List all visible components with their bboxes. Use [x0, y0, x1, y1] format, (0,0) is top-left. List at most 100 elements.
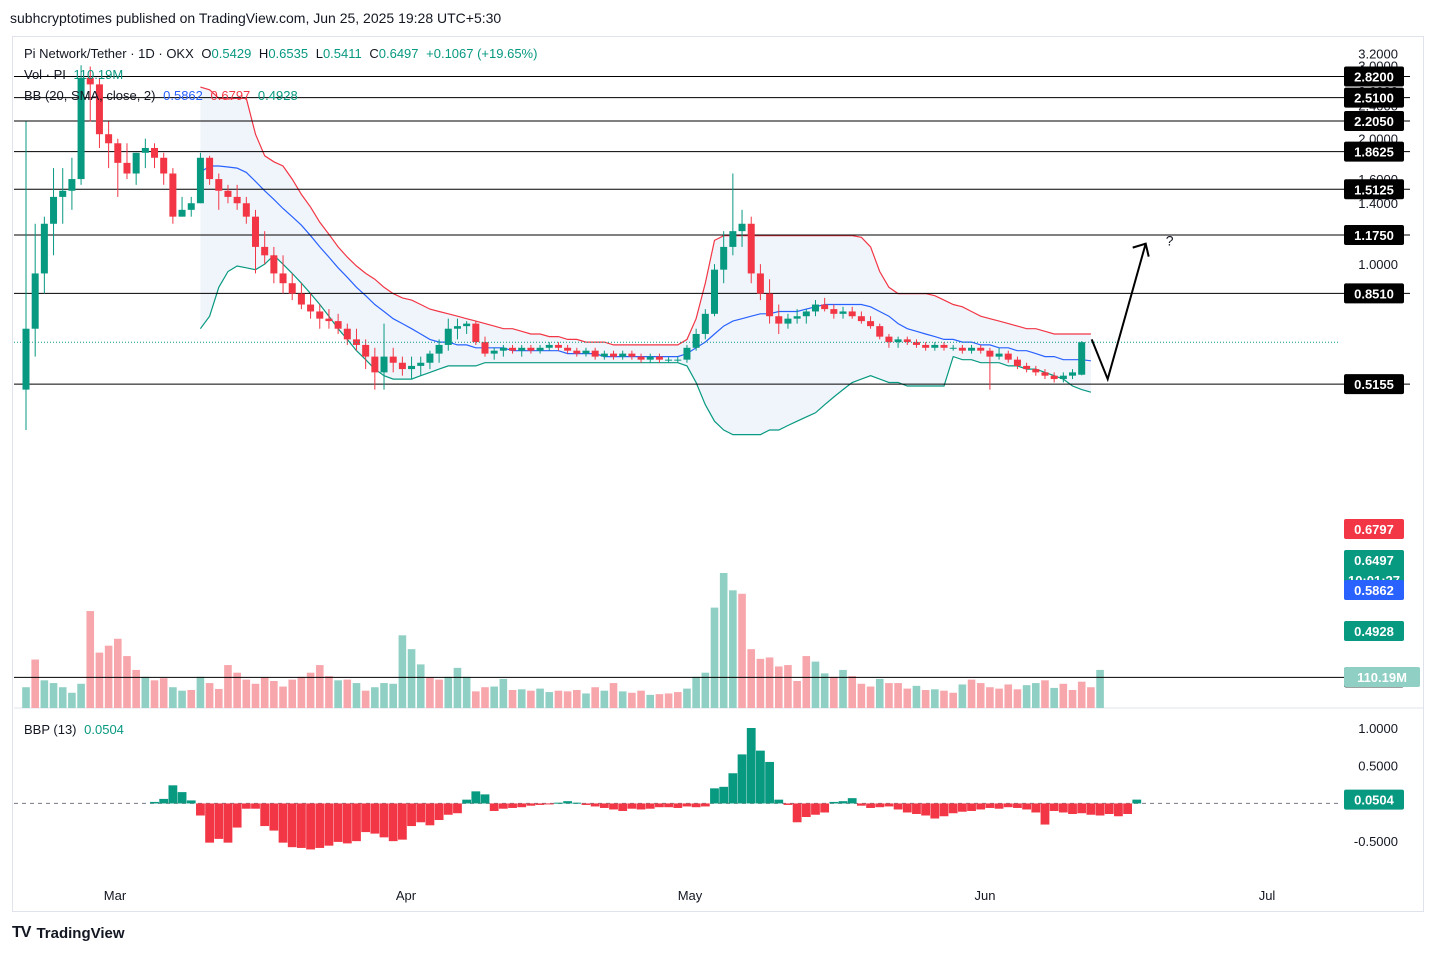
- bbp-bar: [1114, 803, 1123, 817]
- volume-bar: [380, 683, 388, 708]
- bbp-bar: [498, 803, 508, 809]
- candle-body: [178, 209, 186, 217]
- volume-bar: [912, 685, 921, 708]
- x-tick-label: May: [678, 888, 703, 903]
- legend-bb-label[interactable]: BB (20, SMA, close, 2): [24, 88, 156, 103]
- bbp-bar: [278, 803, 288, 843]
- volume-bar: [903, 688, 912, 708]
- volume-bar: [114, 638, 122, 708]
- volume-bar: [830, 676, 838, 708]
- candle-body: [435, 344, 443, 354]
- volume-bar: [582, 693, 590, 708]
- volume-bar: [563, 691, 572, 708]
- bbp-bar: [856, 803, 866, 806]
- volume-bar: [58, 687, 67, 708]
- legend-bbp-label[interactable]: BBP (13): [24, 722, 77, 737]
- volume-bar: [426, 677, 434, 708]
- volume-bar: [499, 678, 508, 708]
- bbp-bar: [232, 803, 242, 828]
- candle-body: [940, 344, 948, 348]
- legend-main: Pi Network/Tether · 1D · OKX O0.5429 H0.…: [24, 46, 541, 61]
- volume-bar: [279, 686, 287, 708]
- volume-bar: [517, 689, 526, 708]
- footer-brand[interactable]: TV TradingView: [12, 924, 125, 942]
- candle-body: [894, 339, 902, 343]
- forecast-arrow: [1090, 243, 1147, 383]
- volume-bar: [1068, 690, 1077, 708]
- bbp-bar: [967, 803, 976, 811]
- candle-body: [490, 350, 498, 354]
- bbp-bar: [820, 803, 830, 813]
- candle-body: [132, 152, 140, 174]
- candle-body: [362, 344, 370, 357]
- candle-body: [40, 223, 48, 274]
- candle-body: [141, 147, 149, 153]
- bbp-bar: [177, 792, 187, 804]
- level-price-tag-label: 0.5155: [1354, 377, 1394, 392]
- candle-body: [389, 356, 397, 363]
- legend-symbol[interactable]: Pi Network/Tether · 1D · OKX: [24, 46, 194, 61]
- candle-body: [95, 84, 103, 135]
- volume-bar: [251, 683, 260, 708]
- forecast-arrowhead-icon: [1132, 242, 1150, 257]
- candle-body: [242, 203, 250, 217]
- x-tick-label: Jun: [975, 888, 996, 903]
- candle-body: [683, 347, 691, 360]
- candle-body: [600, 353, 608, 357]
- bbp-bar: [581, 803, 591, 805]
- bbp-y-tick-label: 1.0000: [1358, 721, 1398, 736]
- bbp-bar: [1049, 803, 1059, 811]
- candle-body: [307, 304, 315, 312]
- bbp-bar: [700, 803, 710, 807]
- volume-bar: [774, 666, 783, 708]
- candle-body: [756, 273, 764, 294]
- bbp-bar: [884, 803, 894, 807]
- volume-bar: [894, 683, 902, 708]
- candle-body: [50, 196, 58, 224]
- bbp-bar: [370, 803, 380, 834]
- candle-body: [371, 356, 379, 373]
- level-price-tag: [1344, 283, 1404, 304]
- y-tick-label: 1.4000: [1358, 196, 1398, 211]
- bbp-bar: [902, 803, 912, 813]
- bbp-bar: [251, 803, 260, 809]
- level-price-tag: [1344, 179, 1404, 200]
- bbp-bar: [765, 761, 774, 804]
- chart-frame: [12, 36, 1424, 912]
- volume-bar: [931, 689, 939, 708]
- bbp-bar: [985, 803, 995, 808]
- volume-bar: [784, 665, 792, 708]
- volume-bar: [1041, 680, 1049, 708]
- legend-bb-lower: 0.4928: [257, 88, 298, 103]
- volume-bar: [986, 687, 994, 708]
- x-tick-label: Mar: [104, 888, 127, 903]
- candle-body: [206, 157, 214, 180]
- volume-bar: [132, 669, 140, 708]
- bbp-value-tag: [1344, 789, 1404, 810]
- indicator-price-tag: [1344, 667, 1420, 687]
- volume-bar: [1004, 684, 1013, 708]
- candle-body: [123, 162, 131, 174]
- level-price-tag: [1344, 141, 1404, 162]
- legend-volume-label[interactable]: Vol · PI: [24, 67, 66, 82]
- bbp-bar: [948, 803, 958, 814]
- bbp-bar: [416, 803, 426, 823]
- candle-body: [233, 196, 241, 204]
- candle-body: [867, 321, 875, 327]
- volume-bar: [527, 690, 535, 708]
- level-price-tag: [1344, 66, 1404, 87]
- bbp-bar: [1031, 803, 1041, 813]
- volume-bar: [77, 683, 85, 708]
- level-price-tag-label: 0.8510: [1354, 286, 1394, 301]
- legend-high: H0.6535: [258, 46, 309, 61]
- candle-body: [270, 255, 278, 274]
- bbp-bar: [379, 803, 389, 838]
- volume-bar: [701, 672, 710, 708]
- volume-bar: [1050, 687, 1058, 708]
- bbp-bar: [361, 803, 371, 833]
- candle-body: [784, 318, 792, 324]
- bbp-bar: [168, 785, 178, 804]
- candle-body: [674, 359, 682, 361]
- bbp-bar: [480, 794, 490, 804]
